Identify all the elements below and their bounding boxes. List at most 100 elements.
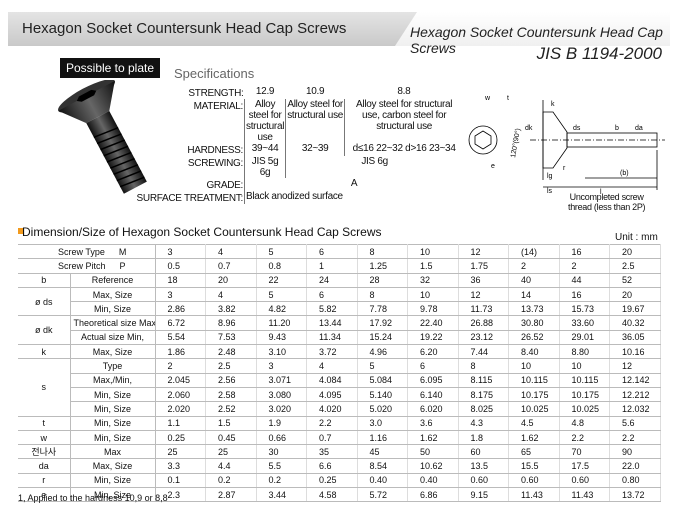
cell-value: 3.080 bbox=[256, 386, 308, 403]
data-row: Max,/Min, 2.045 2.56 3.071 4.084 5.084 6.095 8.… bbox=[18, 372, 661, 388]
drawing-label: (b) bbox=[620, 170, 629, 177]
cell-value: 1.8 bbox=[458, 429, 510, 446]
cell-value: 0.1 bbox=[155, 472, 207, 489]
row-label: Max, Size bbox=[70, 344, 156, 360]
row-label: Min, Size bbox=[70, 415, 156, 431]
cell-value: 6.140 bbox=[407, 386, 459, 403]
cell-value: 24 bbox=[306, 272, 358, 288]
cell-value: 3 bbox=[256, 358, 308, 374]
header-label-text: Screw Pitch bbox=[58, 260, 106, 271]
drawing-label: 120°(90°) bbox=[509, 128, 522, 159]
row-label: Min, Size bbox=[70, 487, 156, 503]
cell-value: 8.175 bbox=[458, 386, 510, 403]
cell-value: 36 bbox=[458, 272, 510, 288]
cell-value: 12.032 bbox=[609, 401, 661, 417]
cell-value: 10.115 bbox=[559, 372, 611, 388]
row-symbol: w bbox=[18, 429, 71, 446]
cell-value: 7.53 bbox=[205, 329, 257, 346]
row-label: Max, Size bbox=[70, 286, 156, 303]
cell-value: 17.5 bbox=[559, 458, 611, 474]
unit: Unit : mm bbox=[615, 232, 658, 243]
header-value: 12 bbox=[458, 243, 510, 260]
cell-value: 50 bbox=[407, 444, 459, 460]
row-symbol: da bbox=[18, 458, 71, 474]
cell-value: 1.16 bbox=[357, 429, 409, 446]
screw-image bbox=[58, 80, 147, 194]
cell-value: 0.7 bbox=[306, 429, 358, 446]
cell-value: 5.54 bbox=[155, 329, 207, 346]
data-row: w Min, Size 0.25 0.45 0.66 0.7 1.16 1.62 1.8 1.62… bbox=[18, 429, 661, 446]
cell-value: 2.045 bbox=[155, 372, 207, 388]
data-row: Min, Size 2.86 3.82 4.82 5.82 7.78 9.78 11.73 13… bbox=[18, 301, 661, 317]
row-label: Type bbox=[70, 358, 156, 374]
cell-value: 3.0 bbox=[357, 415, 409, 431]
spec-cell: 32~39 bbox=[285, 143, 345, 156]
cell-value: 6 bbox=[407, 358, 459, 374]
header-value: (14) bbox=[508, 243, 560, 260]
cell-value: 70 bbox=[559, 444, 611, 460]
data-row: Min, Size 2.020 2.52 3.020 4.020 5.020 6.020 8.… bbox=[18, 401, 661, 417]
header-row: Screw Type M 3 4 5 6 8 10 12 (14) 16 20 bbox=[18, 243, 661, 260]
row-symbol: ø ds bbox=[18, 286, 71, 317]
cell-value: 6.72 bbox=[155, 315, 207, 331]
cell-value: 5.82 bbox=[306, 301, 358, 317]
cell-value: 0.66 bbox=[256, 429, 308, 446]
cell-value: 3.72 bbox=[306, 344, 358, 360]
cell-value: 4.020 bbox=[306, 401, 358, 417]
cell-value: 2.2 bbox=[559, 429, 611, 446]
drawing-note: Uncompleted screw thread (less than 2P) bbox=[568, 192, 646, 212]
data-row: ø ds Max, Size 3 4 5 6 8 10 12 14 16 20 bbox=[18, 286, 661, 317]
specifications-title: Specifications bbox=[174, 66, 255, 81]
row-label: Actual size Min, bbox=[70, 329, 156, 346]
cell-value: 1.1 bbox=[155, 415, 207, 431]
data-row: b Reference 18 20 22 24 28 32 36 40 44 52 bbox=[18, 272, 661, 288]
cell-value: 10.175 bbox=[559, 386, 611, 403]
row-label: Theoretical size Max, bbox=[70, 315, 156, 331]
row-label: Min, Size bbox=[70, 386, 156, 403]
cell-value: 10 bbox=[508, 358, 560, 374]
spec-cell: d≤16 22~32 d>16 23~34 bbox=[344, 143, 464, 156]
header-value: 16 bbox=[559, 243, 611, 260]
header-value: 5 bbox=[256, 243, 308, 260]
cell-value: 4.4 bbox=[205, 458, 257, 474]
cell-value: 2.52 bbox=[205, 401, 257, 417]
cell-value: 90 bbox=[609, 444, 661, 460]
spec-row: GRADE: A bbox=[110, 178, 464, 191]
cell-value: 3.3 bbox=[155, 458, 207, 474]
cell-value: 2.3 bbox=[155, 487, 207, 503]
cell-value: 3 bbox=[155, 286, 207, 303]
row-symbol: 전나사 bbox=[18, 444, 71, 460]
data-row: ø dk Theoretical size Max, 6.72 8.96 11.20 13… bbox=[18, 315, 661, 346]
cell-value: 7.78 bbox=[357, 301, 409, 317]
cell-value: 17.92 bbox=[357, 315, 409, 331]
cell-value: 25 bbox=[205, 444, 257, 460]
cell-value: 15.5 bbox=[508, 458, 560, 474]
row-label: Max,/Min, bbox=[70, 372, 156, 388]
header-value: 8 bbox=[357, 243, 409, 260]
header-row: Screw Pitch P 0.5 0.7 0.8 1 1.25 1.5 1.75 2 2 2.5 bbox=[18, 258, 661, 274]
spec-cell: 39~44 bbox=[243, 143, 286, 156]
cell-value: 4 bbox=[205, 286, 257, 303]
drawing-label: da bbox=[635, 125, 643, 132]
cell-value: 5.140 bbox=[357, 386, 409, 403]
cell-value: 10 bbox=[407, 286, 459, 303]
cell-value: 0.60 bbox=[508, 472, 560, 489]
cell-value: 44 bbox=[559, 272, 611, 288]
spec-row: MATERIAL: Alloy steel for structural use A… bbox=[110, 99, 464, 143]
cell-value: 9.43 bbox=[256, 329, 308, 346]
cell-value: 8.54 bbox=[357, 458, 409, 474]
cell-value: 10.16 bbox=[609, 344, 661, 360]
cell-value: 35 bbox=[306, 444, 358, 460]
cell-value: 5 bbox=[357, 358, 409, 374]
cell-value: 2.5 bbox=[205, 358, 257, 374]
cell-value: 3.071 bbox=[256, 372, 308, 388]
banner-tab bbox=[395, 12, 670, 46]
row-label: Min, Size bbox=[70, 472, 156, 489]
drawing-label: l bbox=[600, 189, 602, 195]
row-symbol: ø dk bbox=[18, 315, 71, 346]
cell-value: 5.084 bbox=[357, 372, 409, 388]
cell-value: 11.43 bbox=[559, 487, 611, 503]
cell-value: 6.6 bbox=[306, 458, 358, 474]
row-symbol: r bbox=[18, 472, 71, 489]
